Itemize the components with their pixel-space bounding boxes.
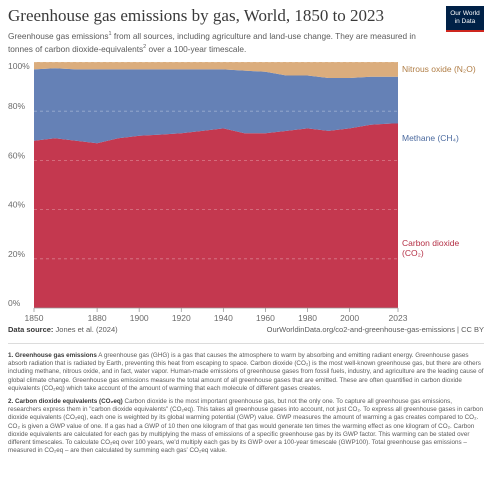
subtitle-part-c: over a 100-year timescale. <box>146 43 247 54</box>
footnotes: 1. Greenhouse gas emissions A greenhouse… <box>8 352 484 460</box>
area-series-1 <box>34 68 398 144</box>
footnote-ref-1[interactable]: 1 <box>108 31 112 37</box>
area-series-0 <box>34 123 398 308</box>
owid-logo[interactable]: Our World in Data <box>446 6 484 32</box>
series-label-line: Nitrous oxide (N₂O) <box>402 64 476 74</box>
y-tick-label: 20% <box>8 249 25 259</box>
logo-line-2: in Data <box>454 18 476 25</box>
footnote-ref-2[interactable]: 2 <box>143 43 147 50</box>
source-line: Data source: Jones et al. (2024) OurWorl… <box>8 325 484 334</box>
logo-line-1: Our World <box>450 10 480 17</box>
y-tick-label: 100% <box>8 61 30 71</box>
footnote-2-body: Carbon dioxide is the most important gre… <box>8 398 484 455</box>
x-tick-label: 1880 <box>88 313 107 322</box>
chart-subtitle: Greenhouse gas emissions1 from all sourc… <box>8 29 428 55</box>
x-tick-label: 2023 <box>389 313 408 322</box>
series-label-1: Methane (CH₄) <box>402 133 459 143</box>
series-label-line: Carbon dioxide <box>402 238 459 248</box>
area-series-2 <box>34 62 398 78</box>
footnote-2: 2. Carbon dioxide equivalents (CO₂eq) Ca… <box>8 398 484 455</box>
y-tick-label: 80% <box>8 101 25 111</box>
subtitle-part-a: Greenhouse gas emissions <box>8 30 109 41</box>
y-tick-label: 0% <box>8 298 21 308</box>
series-label-line: Methane (CH₄) <box>402 133 459 143</box>
source-label: Data source: <box>8 325 54 334</box>
x-tick-label: 1980 <box>298 313 317 322</box>
y-tick-label: 40% <box>8 200 25 210</box>
series-label-line: (CO₂) <box>402 248 424 258</box>
x-tick-label: 2000 <box>340 313 359 322</box>
x-tick-label: 1900 <box>130 313 149 322</box>
y-tick-label: 60% <box>8 150 25 160</box>
x-tick-label: 1920 <box>172 313 191 322</box>
footnote-1-title: 1. Greenhouse gas emissions <box>8 352 97 359</box>
source-text[interactable]: Jones et al. (2024) <box>53 325 118 334</box>
divider <box>8 343 484 344</box>
stacked-area-chart: 0% 20% 40% 60% 80% 100% 1850 1880 1900 1920 1940 19… <box>8 61 476 322</box>
source-url[interactable]: OurWorldinData.org/co2-and-greenhouse-ga… <box>266 325 484 334</box>
x-tick-label: 1850 <box>25 313 44 322</box>
chart-title: Greenhouse gas emissions by gas, World, … <box>8 6 385 25</box>
footnote-1: 1. Greenhouse gas emissions A greenhouse… <box>8 352 484 393</box>
x-tick-label: 1940 <box>214 313 233 322</box>
series-label-0: Carbon dioxide (CO₂) <box>402 238 459 258</box>
x-tick-label: 1960 <box>256 313 275 322</box>
footnote-2-title: 2. Carbon dioxide equivalents (CO₂eq) <box>8 398 123 406</box>
footnote-1-body: A greenhouse gas (GHG) is a gas that cau… <box>8 352 484 392</box>
subtitle-part-b: from all sources, including agriculture … <box>8 30 416 54</box>
series-label-2: Nitrous oxide (N₂O) <box>402 64 476 74</box>
